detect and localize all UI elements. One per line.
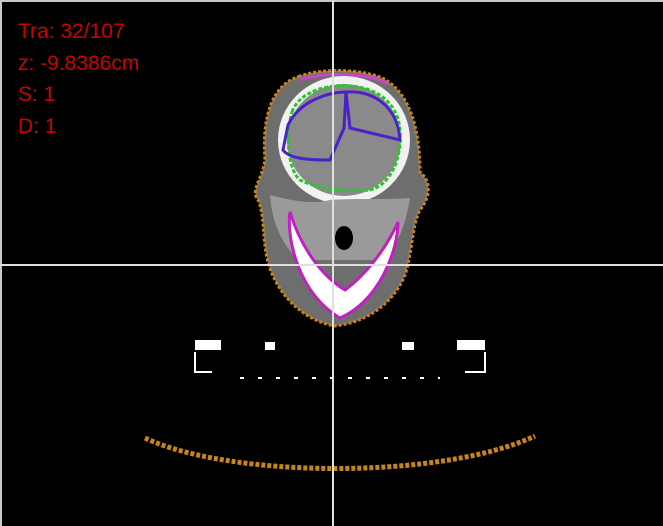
mandible [287, 211, 400, 320]
ct-slice [253, 69, 430, 328]
couch-contour [143, 433, 537, 471]
overlay-s: S: 1 [18, 83, 55, 106]
marker [265, 342, 275, 350]
airway [335, 226, 353, 250]
structure-right [344, 90, 402, 142]
scalp-contour [299, 72, 389, 86]
overlay-d: D: 1 [18, 115, 57, 138]
couch [143, 340, 537, 471]
marker [457, 340, 485, 350]
structure-left [281, 90, 348, 162]
marker [195, 340, 221, 350]
overlay-z: z: -9.8386cm [18, 52, 139, 75]
marker [402, 342, 414, 350]
table-edge [194, 352, 486, 373]
brain-contour [286, 84, 402, 193]
overlay-slice: Tra: 32/107 [18, 20, 125, 43]
brain [287, 84, 401, 196]
